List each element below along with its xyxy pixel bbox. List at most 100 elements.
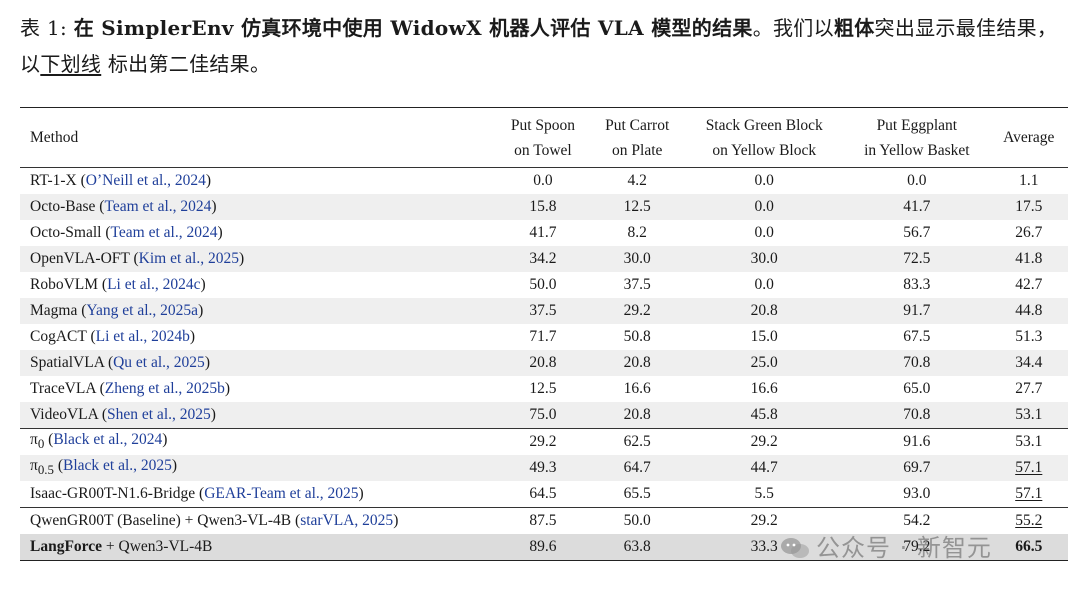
citation-link[interactable]: Team et al., 2024 bbox=[104, 198, 212, 215]
value-text: 29.2 bbox=[750, 433, 778, 450]
method-name: π bbox=[30, 457, 38, 475]
value-cell: 5.5 bbox=[684, 481, 844, 508]
citation-link[interactable]: Zheng et al., 2025b bbox=[104, 380, 225, 397]
citation-link[interactable]: Kim et al., 2025 bbox=[138, 250, 239, 267]
table-row: CogACT (Li et al., 2024b) 71.7 50.8 15.0 67.… bbox=[20, 324, 1068, 350]
value-cell: 62.5 bbox=[590, 429, 684, 456]
value-text: 16.6 bbox=[750, 380, 778, 397]
citation-link[interactable]: starVLA, 2025 bbox=[300, 512, 394, 529]
value-text: 37.5 bbox=[529, 302, 557, 319]
table-row: VideoVLA (Shen et al., 2025) 75.0 20.8 45.8… bbox=[20, 402, 1068, 429]
value-text: 64.7 bbox=[623, 459, 651, 476]
value-text: 0.0 bbox=[754, 198, 774, 215]
value-text: 44.8 bbox=[1015, 302, 1043, 319]
value-text: 33.3 bbox=[750, 538, 778, 555]
value-text: 91.7 bbox=[903, 302, 931, 319]
method-name: OpenVLA-OFT bbox=[30, 250, 130, 267]
citation-link[interactable]: Qu et al., 2025 bbox=[113, 354, 205, 371]
value-text: 12.5 bbox=[623, 198, 651, 215]
value-text: 41.8 bbox=[1015, 250, 1043, 267]
value-cell: 83.3 bbox=[844, 272, 989, 298]
value-cell: 70.8 bbox=[844, 350, 990, 376]
caption-text-2: 突出显示最佳结果，以 bbox=[20, 16, 1058, 76]
value-cell: 44.7 bbox=[684, 455, 845, 481]
citation-link[interactable]: GEAR-Team et al., 2025 bbox=[204, 485, 359, 502]
value-cell: 63.8 bbox=[590, 534, 685, 561]
value-cell: 79.2 bbox=[844, 534, 990, 561]
value-cell: 29.2 bbox=[590, 298, 685, 324]
value-text: 57.1 bbox=[1015, 459, 1043, 476]
header-put-carrot: Put Carrot on Plate bbox=[605, 116, 670, 159]
value-cell: 29.2 bbox=[684, 429, 844, 456]
method-cell: QwenGR00T (Baseline) + Qwen3-VL-4B (star… bbox=[30, 512, 399, 529]
citation-link[interactable]: Black et al., 2024 bbox=[53, 431, 163, 449]
value-cell: 0.0 bbox=[684, 220, 844, 246]
value-cell: 20.8 bbox=[590, 402, 685, 429]
value-cell: 0.0 bbox=[684, 168, 844, 195]
method-name: QwenGR00T (Baseline) + Qwen3-VL-4B bbox=[30, 512, 292, 529]
table-row: Octo-Small (Team et al., 2024) 41.7 8.2 0.0… bbox=[20, 220, 1068, 246]
value-text: 53.1 bbox=[1015, 433, 1043, 450]
value-text: 67.5 bbox=[903, 328, 931, 345]
method-cell: Octo-Base (Team et al., 2024) bbox=[20, 194, 496, 220]
method-cell: CogACT (Li et al., 2024b) bbox=[30, 328, 196, 345]
method-cell: VideoVLA (Shen et al., 2025) bbox=[20, 402, 496, 429]
value-text: 34.4 bbox=[1015, 354, 1043, 371]
method-cell: Octo-Small (Team et al., 2024) bbox=[30, 224, 223, 241]
value-text: 70.8 bbox=[903, 354, 931, 371]
table-row: TraceVLA (Zheng et al., 2025b) 12.5 16.6 16… bbox=[20, 376, 1068, 402]
value-cell: 75.0 bbox=[495, 402, 591, 429]
citation-link[interactable]: Black et al., 2025 bbox=[63, 457, 172, 475]
value-text: 65.0 bbox=[903, 380, 931, 397]
value-cell: 53.1 bbox=[989, 402, 1068, 429]
value-text: 12.5 bbox=[529, 380, 557, 397]
value-cell: 4.2 bbox=[590, 168, 684, 195]
method-name: CogACT bbox=[30, 328, 87, 345]
value-text: 20.8 bbox=[623, 406, 651, 423]
results-table: Method Put Spoon on Towel Put Carrot on Pl… bbox=[20, 107, 1068, 561]
value-text: 0.0 bbox=[907, 172, 927, 189]
value-text: 27.7 bbox=[1015, 380, 1043, 397]
value-cell: 0.0 bbox=[684, 194, 845, 220]
citation-link[interactable]: Li et al., 2024b bbox=[95, 328, 190, 345]
value-cell: 65.0 bbox=[844, 376, 989, 402]
value-text: 41.7 bbox=[903, 198, 931, 215]
value-cell: 8.2 bbox=[590, 220, 684, 246]
value-text: 83.3 bbox=[903, 276, 931, 293]
value-text: 53.1 bbox=[1015, 406, 1043, 423]
citation-link[interactable]: Shen et al., 2025 bbox=[107, 406, 211, 423]
value-cell: 44.8 bbox=[989, 298, 1068, 324]
value-cell: 17.5 bbox=[989, 194, 1068, 220]
value-cell: 93.0 bbox=[844, 481, 989, 508]
citation-link[interactable]: Li et al., 2024c bbox=[107, 276, 201, 293]
citation-link[interactable]: Yang et al., 2025a bbox=[86, 302, 199, 319]
value-text: 4.2 bbox=[627, 172, 647, 189]
table-row: π0 (Black et al., 2024) 29.2 62.5 29.2 91.6 5… bbox=[20, 428, 1068, 456]
value-text: 41.7 bbox=[529, 224, 557, 241]
value-text: 37.5 bbox=[623, 276, 651, 293]
value-cell: 89.6 bbox=[495, 534, 591, 561]
value-cell: 72.5 bbox=[844, 246, 990, 272]
value-cell: 45.8 bbox=[684, 402, 845, 429]
value-cell: 20.8 bbox=[684, 298, 845, 324]
value-text: 15.0 bbox=[750, 328, 778, 345]
method-cell: Magma (Yang et al., 2025a) bbox=[20, 298, 496, 324]
value-cell: 66.5 bbox=[989, 534, 1068, 561]
value-cell: 70.8 bbox=[844, 402, 990, 429]
method-cell: π0.5 (Black et al., 2025) bbox=[20, 455, 496, 481]
value-cell: 20.8 bbox=[495, 350, 591, 376]
value-text: 45.8 bbox=[750, 406, 778, 423]
table-row: SpatialVLA (Qu et al., 2025) 20.8 20.8 25.0… bbox=[20, 350, 1068, 376]
value-text: 8.2 bbox=[627, 224, 647, 241]
value-cell: 55.2 bbox=[990, 508, 1068, 535]
method-name: VideoVLA bbox=[30, 406, 98, 423]
value-cell: 41.8 bbox=[989, 246, 1068, 272]
value-text: 42.7 bbox=[1015, 276, 1043, 293]
citation-link[interactable]: Team et al., 2024 bbox=[110, 224, 218, 241]
value-text: 20.8 bbox=[750, 302, 778, 319]
value-cell: 41.7 bbox=[496, 220, 590, 246]
value-text: 16.6 bbox=[623, 380, 651, 397]
citation-link[interactable]: O’Neill et al., 2024 bbox=[85, 172, 206, 189]
value-text: 29.2 bbox=[529, 433, 557, 450]
value-cell: 91.6 bbox=[844, 429, 989, 456]
